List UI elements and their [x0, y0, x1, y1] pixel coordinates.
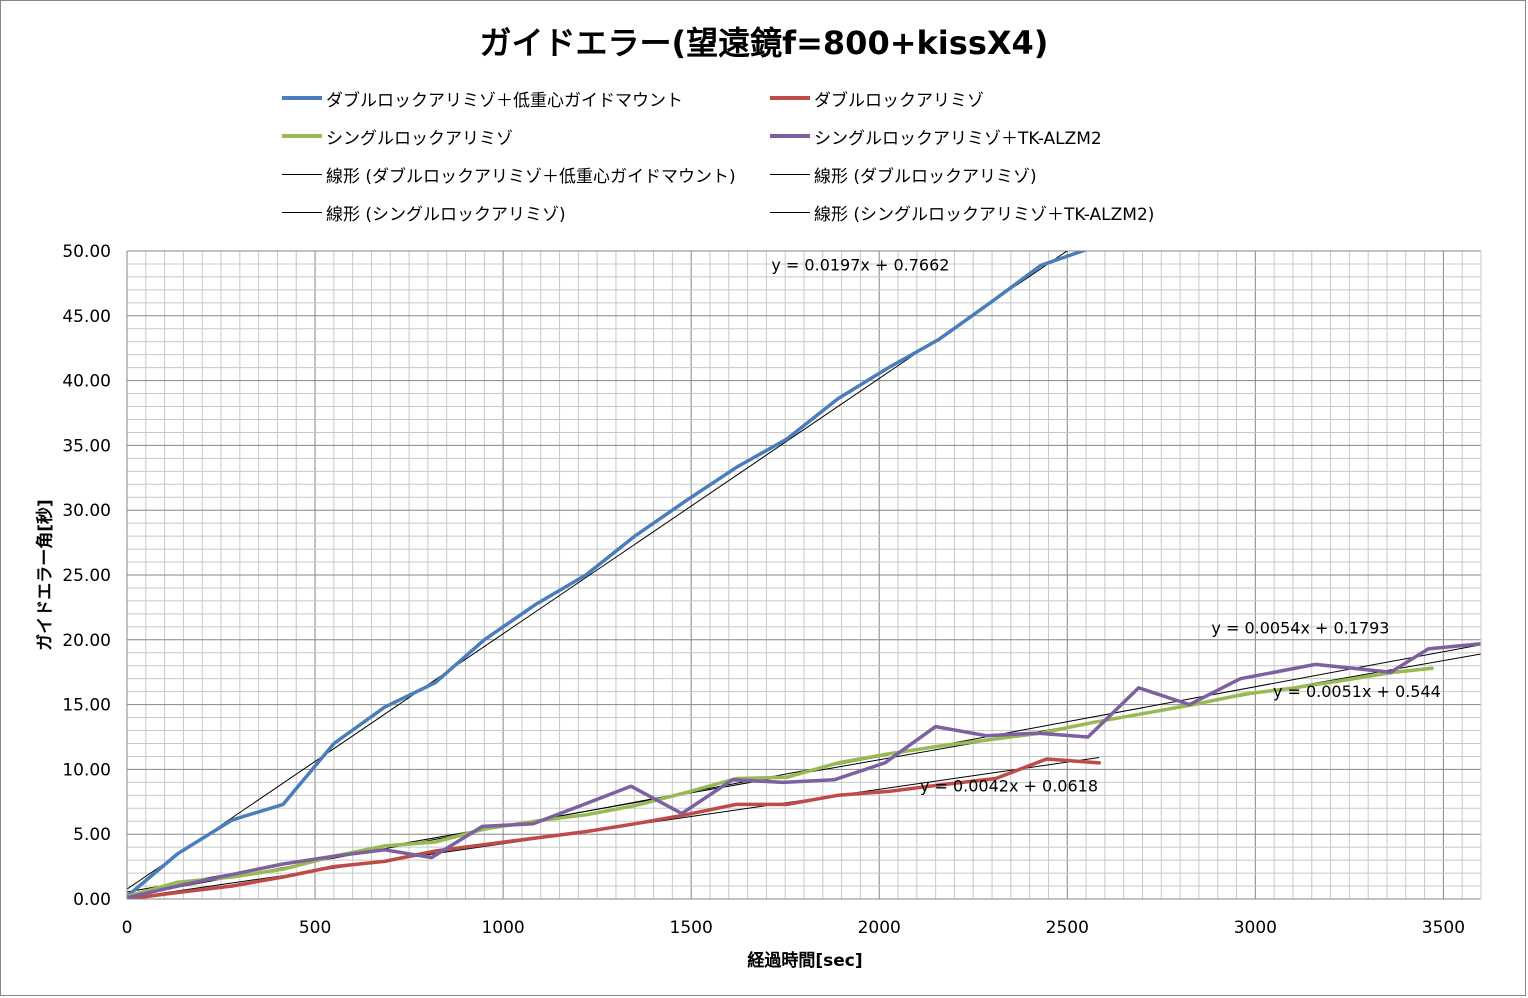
chart-title: ガイドエラー(望遠鏡f=800+kissX4): [479, 24, 1049, 62]
x-tick-label: 3500: [1422, 918, 1465, 938]
legend-swatch-green: [282, 134, 322, 138]
x-tick-label: 3000: [1234, 918, 1277, 938]
legend-swatch-trend: [282, 211, 322, 213]
legend-item-series-1: ダブルロックアリミゾ＋低重心ガイドマウント: [282, 86, 683, 111]
y-tick-label: 15.00: [62, 696, 111, 716]
series-line-1: [127, 251, 1088, 899]
legend-item-series-3: シングルロックアリミゾ: [282, 124, 513, 149]
legend-label: 線形 (シングルロックアリミゾ): [326, 204, 566, 225]
tick-labels: 0 500 1000 1500 2000 2500 3000 3500 0.00 5.00 10.0…: [62, 242, 1465, 938]
x-tick-label: 1500: [670, 918, 713, 938]
trendline-equation-label-4: y = 0.0054x + 0.1793: [1211, 618, 1389, 637]
gridlines: [127, 250, 1481, 899]
y-tick-label: 0.00: [73, 890, 111, 910]
y-tick-label: 50.00: [62, 242, 111, 262]
y-tick-label: 20.00: [62, 631, 111, 651]
legend-label: ダブルロックアリミゾ: [814, 90, 984, 111]
legend-swatch-blue: [282, 96, 322, 100]
legend-swatch-red: [770, 96, 810, 100]
y-tick-label: 45.00: [62, 307, 111, 327]
x-tick-label: 2500: [1046, 918, 1089, 938]
legend-item-series-4: シングルロックアリミゾ＋TK-ALZM2: [770, 124, 1102, 149]
series-line-2: [127, 757, 1101, 899]
legend-label: ダブルロックアリミゾ＋低重心ガイドマウント: [326, 90, 683, 111]
y-axis-title: ガイドエラー角[秒]: [35, 499, 56, 651]
legend-swatch-trend: [770, 173, 810, 175]
series-line-4: [127, 641, 1481, 899]
legend-label: シングルロックアリミゾ＋TK-ALZM2: [814, 128, 1102, 149]
legend-item-trend-3: 線形 (シングルロックアリミゾ): [282, 200, 566, 225]
series-group: [127, 251, 1481, 899]
x-axis-title: 経過時間[sec]: [747, 951, 863, 971]
trendline-equation-label-3: y = 0.0051x + 0.544: [1273, 682, 1441, 701]
x-tick-label: 500: [299, 918, 331, 938]
trendline-equation-label-2: y = 0.0042x + 0.0618: [920, 776, 1098, 795]
x-tick-label: 1000: [481, 918, 524, 938]
legend-label: 線形 (シングルロックアリミゾ＋TK-ALZM2): [814, 204, 1155, 225]
y-tick-label: 30.00: [62, 501, 111, 521]
x-tick-label: 0: [122, 918, 133, 938]
axes: [126, 251, 1482, 900]
trendline-equations: y = 0.0197x + 0.7662 y = 0.0042x + 0.0618…: [771, 255, 1440, 795]
legend-label: シングルロックアリミゾ: [326, 128, 513, 149]
legend-item-trend-4: 線形 (シングルロックアリミゾ＋TK-ALZM2): [770, 200, 1155, 225]
y-tick-label: 10.00: [62, 760, 111, 780]
y-tick-label: 5.00: [73, 825, 111, 845]
trendline-equation-label-1: y = 0.0197x + 0.7662: [771, 255, 949, 274]
legend-swatch-trend: [282, 173, 322, 175]
y-tick-label: 35.00: [62, 436, 111, 456]
legend-label: 線形 (ダブルロックアリミゾ＋低重心ガイドマウント): [326, 166, 736, 187]
legend-item-trend-2: 線形 (ダブルロックアリミゾ): [770, 162, 1037, 187]
legend-item-trend-1: 線形 (ダブルロックアリミゾ＋低重心ガイドマウント): [282, 162, 736, 187]
legend-swatch-trend: [770, 211, 810, 213]
y-tick-label: 40.00: [62, 372, 111, 392]
x-tick-label: 2000: [858, 918, 901, 938]
y-tick-label: 25.00: [62, 566, 111, 586]
legend-item-series-2: ダブルロックアリミゾ: [770, 86, 984, 111]
legend-label: 線形 (ダブルロックアリミゾ): [814, 166, 1037, 187]
legend-swatch-purple: [770, 134, 810, 138]
